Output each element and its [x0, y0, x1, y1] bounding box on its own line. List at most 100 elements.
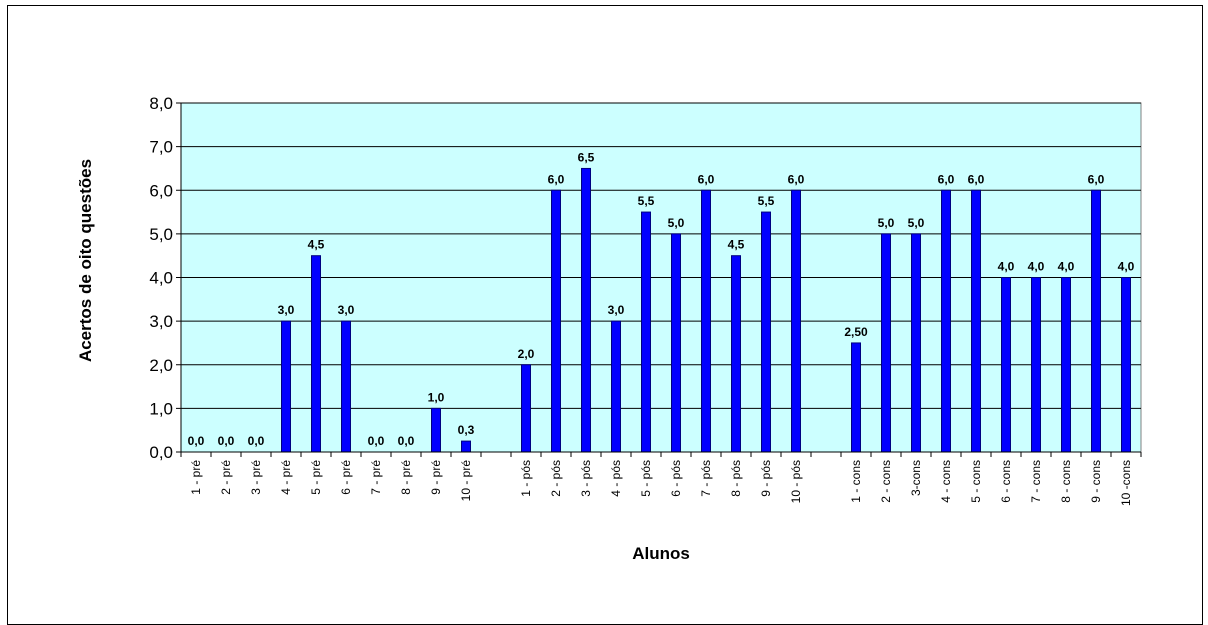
y-tick-label: 1,0	[149, 399, 173, 418]
bar	[731, 255, 741, 453]
x-tick-label: 5 - pós	[639, 460, 653, 497]
x-tick-label: 8 - cons	[1059, 460, 1073, 503]
bar	[911, 233, 921, 453]
bar	[581, 167, 591, 453]
data-label: 6,0	[698, 172, 715, 186]
bar	[971, 189, 981, 453]
y-tick-label: 4,0	[149, 269, 173, 288]
x-tick-label: 2 - cons	[879, 460, 893, 503]
data-label: 0,3	[458, 423, 475, 437]
x-tick-label: 9 - pré	[429, 460, 443, 495]
y-tick-label: 8,0	[149, 94, 173, 113]
data-label: 2,50	[844, 325, 868, 339]
data-label: 0,0	[188, 434, 205, 448]
x-tick-label: 9 - cons	[1089, 460, 1103, 503]
data-label: 0,0	[398, 434, 415, 448]
y-tick-label: 2,0	[149, 356, 173, 375]
x-tick-label: 3-cons	[909, 460, 923, 496]
x-tick-label: 1 - cons	[849, 460, 863, 503]
x-tick-label: 9 - pós	[759, 460, 773, 497]
x-tick-label: 3 - pré	[249, 460, 263, 495]
data-label: 0,0	[218, 434, 235, 448]
data-label: 4,0	[1058, 260, 1075, 274]
bar	[701, 189, 711, 453]
data-label: 6,0	[548, 172, 565, 186]
data-labels: 0,0 0,0 0,0 3,0 4,5 3,0 0,0 0,0 1,0 0,3 2,0 6,0 6,5 3…	[188, 150, 1135, 448]
x-tick-label: 7 - pré	[369, 460, 383, 495]
y-tick-label: 5,0	[149, 225, 173, 244]
bar	[1031, 277, 1041, 453]
bar	[551, 189, 561, 453]
x-tick-label: 6 - pré	[339, 460, 353, 495]
bar	[641, 211, 651, 453]
data-label: 6,0	[938, 172, 955, 186]
y-tick-label: 7,0	[149, 138, 173, 157]
bar	[1001, 277, 1011, 453]
bar	[851, 342, 861, 453]
bar	[791, 189, 801, 453]
y-axis-ticks: 0,0 1,0 2,0 3,0 4,0 5,0 6,0 7,0 8,0	[149, 94, 182, 462]
data-label: 4,0	[1118, 260, 1135, 274]
bar	[521, 364, 531, 453]
x-tick-label: 2 - pré	[219, 460, 233, 495]
data-label: 5,0	[878, 216, 895, 230]
data-label: 2,0	[518, 347, 535, 361]
data-label: 1,0	[428, 390, 445, 404]
x-tick-label: 8 - pós	[729, 460, 743, 497]
bar	[611, 320, 621, 453]
data-label: 4,5	[308, 238, 325, 252]
x-axis-ticks: 1 - pré 2 - pré 3 - pré 4 - pré 5 - pré 6 - p…	[180, 451, 1142, 506]
data-label: 6,0	[788, 172, 805, 186]
x-tick-label: 4 - pós	[609, 460, 623, 497]
x-tick-label: 7 - cons	[1029, 460, 1043, 503]
bar	[431, 407, 441, 453]
bar	[671, 233, 681, 453]
data-label: 4,0	[1028, 260, 1045, 274]
data-label: 0,0	[248, 434, 265, 448]
x-tick-label: 6 - cons	[999, 460, 1013, 503]
bar	[1061, 277, 1071, 453]
x-tick-label: 10 -cons	[1119, 460, 1133, 506]
data-label: 4,5	[728, 238, 745, 252]
x-tick-label: 5 - cons	[969, 460, 983, 503]
bar	[311, 255, 321, 453]
bar	[1091, 189, 1101, 453]
data-label: 3,0	[278, 303, 295, 317]
data-label: 5,0	[908, 216, 925, 230]
x-tick-label: 10 - pré	[459, 460, 473, 502]
x-tick-label: 6 - pós	[669, 460, 683, 497]
x-tick-label: 10 - pós	[789, 460, 803, 503]
data-label: 0,0	[368, 434, 385, 448]
x-tick-label: 2 - pós	[549, 460, 563, 497]
x-tick-label: 7 - pós	[699, 460, 713, 497]
data-label: 5,0	[668, 216, 685, 230]
bar	[881, 233, 891, 453]
x-tick-label: 4 - cons	[939, 460, 953, 503]
x-tick-label: 8 - pré	[399, 460, 413, 495]
bar	[461, 440, 471, 453]
y-tick-label: 3,0	[149, 312, 173, 331]
data-label: 3,0	[338, 303, 355, 317]
data-label: 5,5	[638, 194, 655, 208]
y-tick-label: 6,0	[149, 181, 173, 200]
bar	[341, 320, 351, 453]
data-label: 3,0	[608, 303, 625, 317]
x-tick-label: 1 - pré	[189, 460, 203, 495]
y-tick-label: 0,0	[149, 443, 173, 462]
bars	[281, 167, 1131, 453]
bar	[1121, 277, 1131, 453]
x-axis-title: Alunos	[632, 544, 690, 563]
x-tick-label: 1 - pós	[519, 460, 533, 497]
bar	[281, 320, 291, 453]
bar	[941, 189, 951, 453]
x-tick-label: 3 - pós	[579, 460, 593, 497]
data-label: 5,5	[758, 194, 775, 208]
bar	[761, 211, 771, 453]
data-label: 6,0	[1088, 172, 1105, 186]
data-label: 6,5	[578, 150, 595, 164]
data-label: 4,0	[998, 260, 1015, 274]
data-label: 6,0	[968, 172, 985, 186]
y-axis-title: Acertos de oito questões	[76, 159, 95, 362]
x-tick-label: 5 - pré	[309, 460, 323, 495]
